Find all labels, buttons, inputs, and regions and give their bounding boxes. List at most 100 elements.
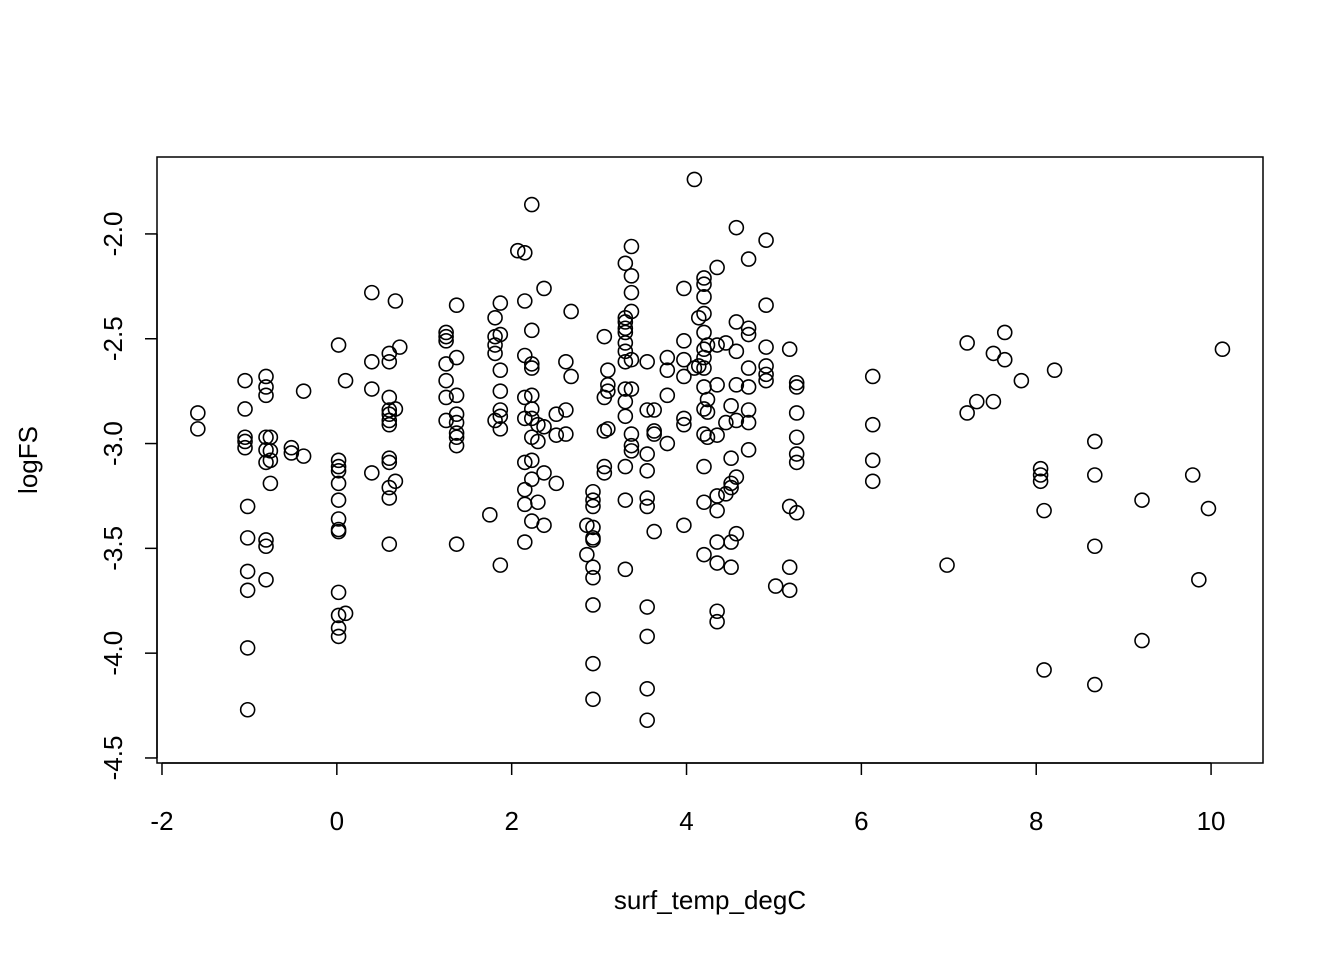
point bbox=[623, 443, 640, 459]
point bbox=[516, 347, 533, 364]
point bbox=[492, 402, 509, 418]
point bbox=[585, 532, 601, 548]
point bbox=[617, 353, 634, 370]
point bbox=[262, 443, 279, 459]
point bbox=[696, 426, 712, 442]
point bbox=[1036, 662, 1052, 678]
point bbox=[516, 293, 533, 309]
point bbox=[579, 546, 595, 563]
point bbox=[1013, 372, 1030, 389]
point bbox=[623, 381, 640, 397]
point bbox=[492, 408, 509, 425]
point bbox=[190, 405, 206, 421]
point bbox=[728, 314, 745, 330]
point bbox=[330, 628, 347, 645]
point bbox=[709, 613, 725, 630]
point bbox=[623, 351, 640, 368]
point bbox=[387, 293, 404, 309]
point bbox=[516, 389, 533, 406]
point bbox=[523, 322, 540, 339]
point bbox=[676, 333, 692, 349]
point bbox=[523, 401, 540, 417]
point bbox=[686, 171, 703, 188]
point bbox=[781, 341, 798, 358]
point bbox=[659, 349, 676, 366]
point bbox=[438, 328, 454, 345]
point bbox=[1086, 467, 1103, 483]
point bbox=[283, 439, 300, 456]
point bbox=[482, 507, 498, 523]
point bbox=[617, 255, 634, 272]
point bbox=[1086, 676, 1103, 693]
point bbox=[696, 546, 712, 563]
point bbox=[617, 335, 634, 351]
point bbox=[1200, 500, 1217, 517]
point bbox=[600, 377, 616, 393]
point bbox=[516, 454, 533, 471]
y-tick-label: -2.0 bbox=[98, 212, 128, 257]
point bbox=[639, 712, 655, 729]
point bbox=[1046, 362, 1063, 378]
point bbox=[758, 339, 774, 355]
point bbox=[690, 309, 707, 326]
point bbox=[676, 280, 692, 297]
point bbox=[448, 349, 465, 366]
point bbox=[788, 405, 805, 421]
point bbox=[563, 303, 579, 320]
point bbox=[723, 398, 739, 414]
point bbox=[536, 418, 552, 435]
y-tick-label: -4.0 bbox=[98, 631, 128, 676]
point bbox=[283, 445, 300, 461]
point bbox=[740, 320, 757, 337]
point bbox=[523, 471, 540, 487]
point bbox=[788, 429, 805, 446]
point bbox=[330, 452, 347, 469]
point bbox=[438, 356, 454, 372]
point bbox=[617, 458, 634, 475]
y-tick-label: -3.5 bbox=[98, 526, 128, 571]
point bbox=[864, 452, 881, 469]
point bbox=[258, 538, 274, 555]
point bbox=[623, 303, 640, 320]
point bbox=[639, 490, 655, 506]
point bbox=[699, 429, 716, 446]
point bbox=[718, 335, 734, 351]
point bbox=[585, 597, 601, 613]
point bbox=[295, 448, 312, 464]
point bbox=[1086, 538, 1103, 555]
point bbox=[696, 458, 712, 475]
y-tick-label: -3.0 bbox=[98, 421, 128, 466]
point bbox=[728, 469, 745, 485]
point bbox=[558, 426, 574, 442]
point bbox=[237, 433, 253, 450]
point bbox=[523, 452, 540, 469]
point bbox=[788, 379, 805, 395]
point bbox=[728, 343, 745, 360]
point bbox=[696, 276, 712, 293]
point bbox=[788, 454, 805, 471]
point bbox=[492, 421, 509, 437]
point bbox=[676, 416, 692, 433]
point bbox=[728, 525, 745, 542]
point bbox=[548, 406, 565, 422]
point bbox=[438, 372, 454, 389]
y-axis-title: logFS bbox=[13, 426, 43, 494]
point bbox=[996, 324, 1013, 341]
point bbox=[788, 374, 805, 391]
point bbox=[1134, 632, 1150, 649]
point bbox=[239, 530, 256, 546]
point bbox=[639, 498, 655, 515]
point bbox=[659, 435, 676, 452]
point bbox=[448, 437, 465, 454]
point bbox=[600, 362, 616, 378]
point bbox=[996, 351, 1013, 368]
point bbox=[492, 295, 509, 311]
point bbox=[740, 251, 757, 267]
point bbox=[237, 429, 253, 446]
point bbox=[262, 452, 279, 469]
point bbox=[623, 437, 640, 454]
point bbox=[709, 427, 725, 443]
point bbox=[523, 360, 540, 376]
point bbox=[740, 442, 757, 458]
